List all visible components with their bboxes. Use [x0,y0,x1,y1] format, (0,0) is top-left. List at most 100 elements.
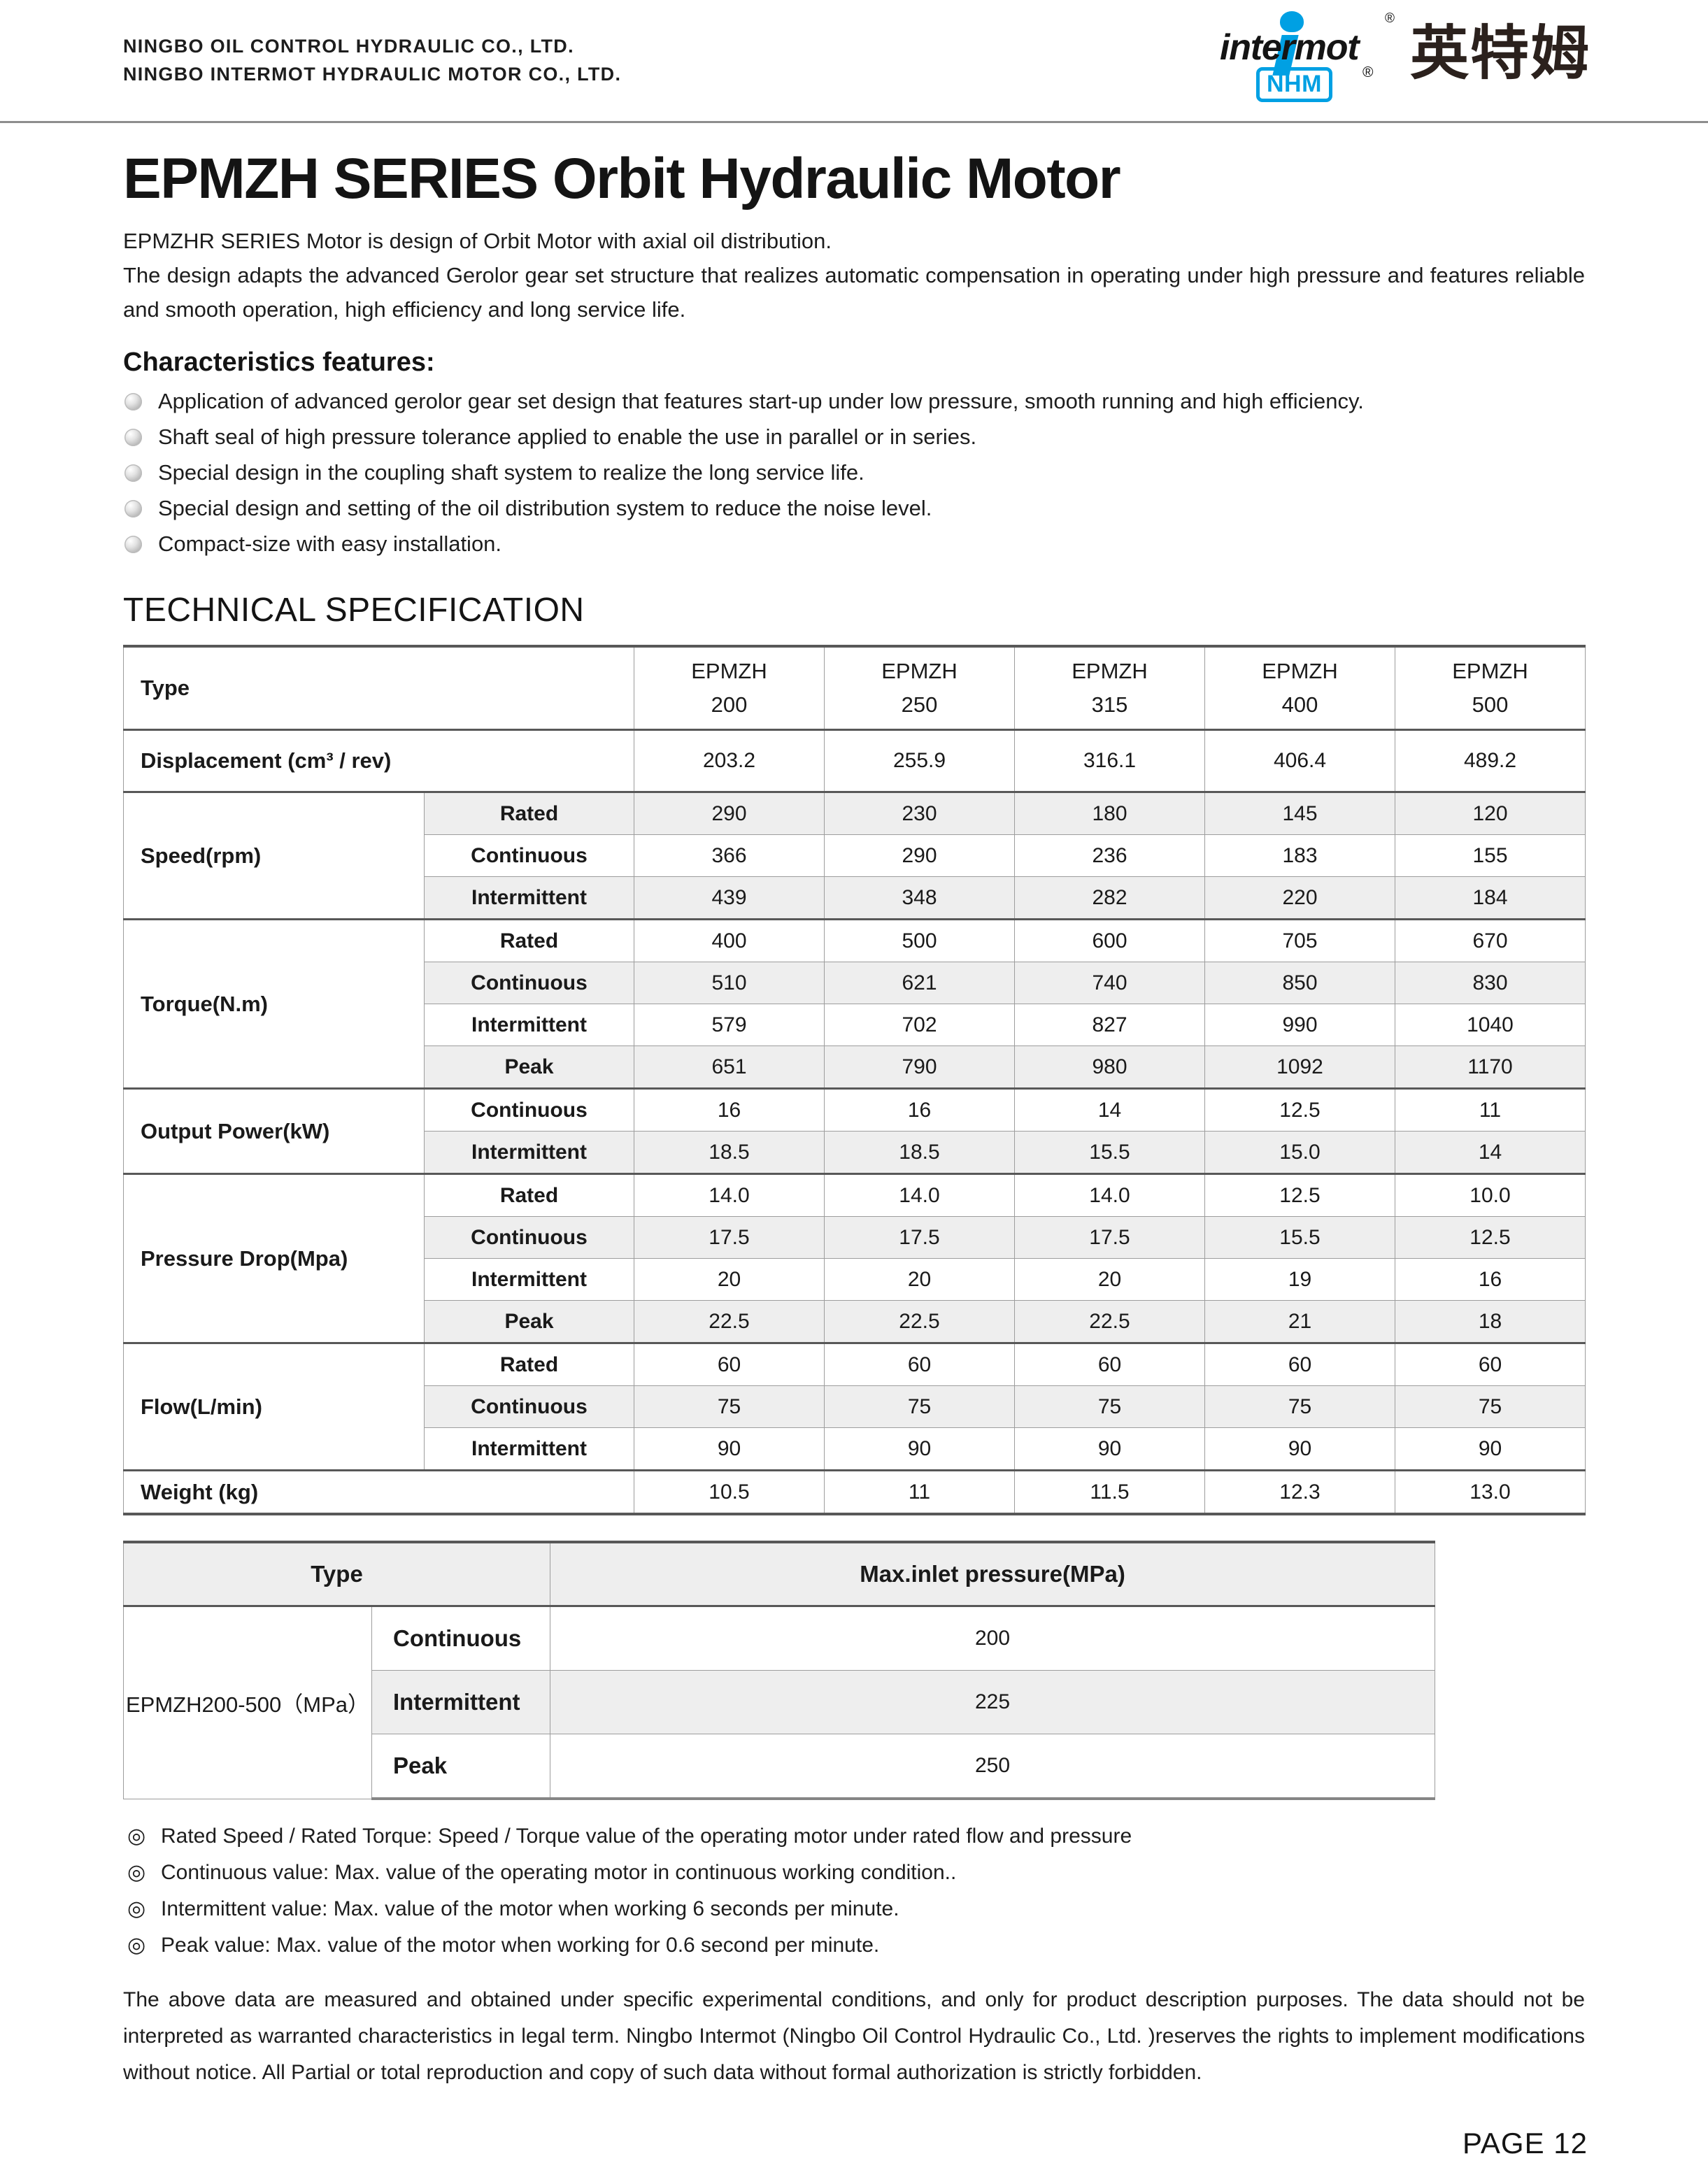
double-circle-icon: ◎ [127,1825,146,1848]
cell-value: 75 [1395,1385,1586,1428]
cell-value: 16 [1395,1258,1586,1301]
sub-label: Rated [424,918,634,962]
note-text: Continuous value: Max. value of the oper… [161,1861,957,1884]
table-row: Intermittent 20 20 20 19 16 [124,1258,1586,1301]
cell-value: 90 [1014,1427,1205,1471]
page-number: PAGE 12 [1463,2127,1588,2160]
cell-value: 980 [1014,1045,1205,1089]
cell-value: 250 [550,1734,1436,1800]
cell-value: 75 [1204,1385,1395,1428]
sub-label: Intermittent [424,1427,634,1471]
column-header-epmzh200: EPMZH 200 [634,645,825,730]
cell-value: 180 [1014,791,1205,835]
cell-value: 120 [1395,791,1586,835]
feature-text: Special design in the coupling shaft sys… [158,460,864,485]
col-header-line1: EPMZH [881,659,958,683]
cell-value: 60 [1014,1342,1205,1386]
cell-value: 12.5 [1204,1087,1395,1132]
list-item: Special design in the coupling shaft sys… [123,455,1585,490]
cell-value: 12.3 [1204,1469,1395,1515]
cell-value: 90 [1204,1427,1395,1471]
column-header-epmzh400: EPMZH 400 [1204,645,1395,730]
feature-text: Shaft seal of high pressure tolerance ap… [158,424,977,449]
company-name-line-2: NINGBO INTERMOT HYDRAULIC MOTOR CO., LTD… [123,64,622,85]
cell-value: 60 [634,1342,825,1386]
cell-value: 10.0 [1395,1173,1586,1217]
pressure-header-type: Type [122,1541,551,1607]
table-row-header: Type Max.inlet pressure(MPa) [122,1541,1436,1607]
cell-value: 255.9 [824,729,1015,792]
bullet-sphere-icon [124,393,142,411]
sub-label: Rated [424,791,634,835]
sub-label: Rated [424,1342,634,1386]
cell-value: 60 [1395,1342,1586,1386]
registered-mark-icon-bottom: ® [1362,64,1374,80]
table-row: EPMZH200-500（MPa） Continuous 200 [123,1606,1436,1799]
list-item: Special design and setting of the oil di… [123,490,1585,526]
col-header-line2: 400 [1281,692,1318,717]
cell-value: 18.5 [824,1131,1015,1174]
cell-value: 200 [550,1606,1436,1671]
cell-value: 439 [634,876,825,920]
company-names: NINGBO OIL CONTROL HYDRAULIC CO., LTD. N… [123,32,621,88]
col-header-line2: 200 [711,692,748,717]
sub-label: Intermittent [424,876,634,920]
table-row: Continuous 17.5 17.5 17.5 15.5 12.5 [124,1216,1586,1259]
cell-value: 1170 [1395,1045,1586,1089]
cell-value: 290 [824,834,1015,877]
cell-value: 236 [1014,834,1205,877]
characteristics-list: Application of advanced gerolor gear set… [123,383,1585,562]
table-row: Intermittent 579 702 827 990 1040 [124,1004,1586,1046]
cell-value: 1040 [1395,1004,1586,1046]
note-text: Peak value: Max. value of the motor when… [161,1934,880,1957]
cell-value: 18 [1395,1300,1586,1343]
intro-line-2: The design adapts the advanced Gerolor g… [123,263,1585,322]
cell-value: 22.5 [824,1300,1015,1343]
row-label-weight: Weight (kg) [123,1469,634,1515]
intermot-wordmark: intermot [1219,27,1360,68]
cell-value: 12.5 [1395,1216,1586,1259]
characteristics-heading: Characteristics features: [123,348,435,377]
cell-value: 17.5 [634,1216,825,1259]
cell-value: 827 [1014,1004,1205,1046]
row-label-flow: Flow(L/min) [123,1342,425,1471]
sub-label: Rated [424,1173,634,1217]
bullet-sphere-icon [124,464,142,482]
note-text: Intermittent value: Max. value of the mo… [161,1897,899,1920]
sub-label: Peak [424,1045,634,1089]
table-row-displacement: Displacement (cm³ / rev) 203.2 255.9 316… [123,729,1586,792]
bullet-sphere-icon [124,536,142,553]
row-label-speed: Speed(rpm) [123,791,425,920]
cell-value: 230 [824,791,1015,835]
cell-value: 11 [1395,1087,1586,1132]
cell-value: 489.2 [1395,729,1586,792]
logo-i-dot-icon [1279,11,1304,32]
col-header-line1: EPMZH [691,659,767,683]
cell-value: 18.5 [634,1131,825,1174]
cell-value: 705 [1204,918,1395,962]
cell-value: 11.5 [1014,1469,1205,1515]
bullet-sphere-icon [124,500,142,518]
cell-value: 406.4 [1204,729,1395,792]
cell-value: 15.0 [1204,1131,1395,1174]
cell-value: 579 [634,1004,825,1046]
cell-value: 14.0 [634,1173,825,1217]
cell-value: 220 [1204,876,1395,920]
intermot-logo-mark: intermot ® NHM ® [1219,10,1395,102]
col-header-line1: EPMZH [1452,659,1528,683]
sub-label: Intermittent [424,1258,634,1301]
list-item: ◎ Peak value: Max. value of the motor whe… [123,1927,1585,1964]
col-header-line1: EPMZH [1072,659,1148,683]
note-text: Rated Speed / Rated Torque: Speed / Torq… [161,1825,1132,1848]
sub-label: Continuous [424,1216,634,1259]
table-row: Continuous 75 75 75 75 75 [124,1385,1586,1428]
cell-value: 670 [1395,918,1586,962]
max-inlet-pressure-table: Type Max.inlet pressure(MPa) EPMZH200-50… [122,1541,1436,1800]
cell-value: 14.0 [824,1173,1015,1217]
cell-value: 790 [824,1045,1015,1089]
cell-value: 850 [1204,962,1395,1004]
cell-value: 16 [634,1087,825,1132]
cell-value: 75 [1014,1385,1205,1428]
list-item: ◎ Continuous value: Max. value of the ope… [123,1855,1585,1891]
